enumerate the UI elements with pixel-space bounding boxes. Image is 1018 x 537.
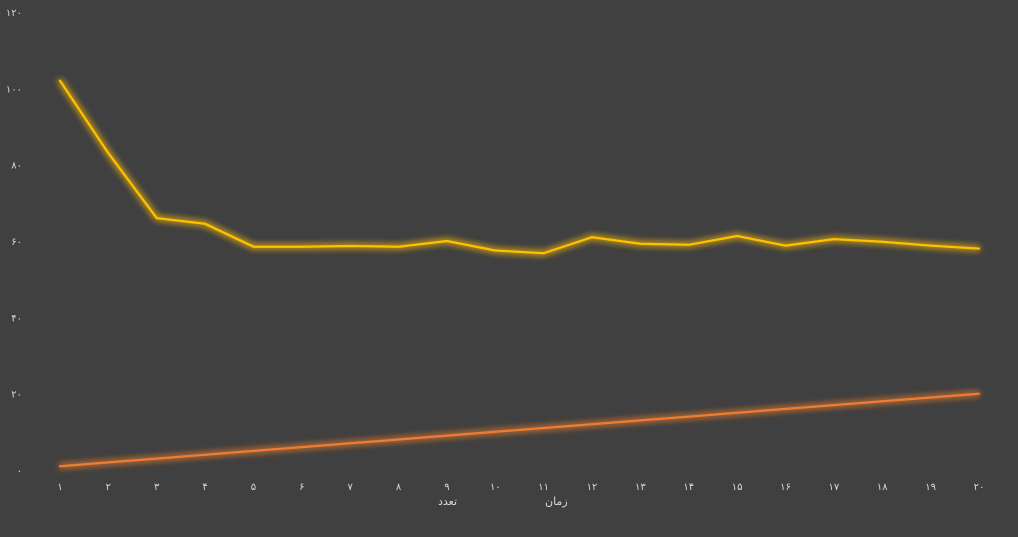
y-tick-label: ۱۰۰ — [6, 84, 22, 95]
x-tick-label: ۵ — [251, 482, 256, 493]
x-tick-label: ۱۷ — [829, 482, 840, 493]
y-tick-label: ۸۰ — [11, 161, 22, 172]
series-layer — [58, 79, 981, 468]
y-tick-label: ۴۰ — [11, 313, 22, 324]
x-tick-label: ۱۶ — [780, 482, 791, 493]
y-tick-label: ۶۰ — [11, 237, 22, 248]
x-tick-label: ۱ — [57, 482, 62, 493]
x-tick-label: ۱۹ — [925, 482, 936, 493]
x-tick-label: ۱۰ — [490, 482, 501, 493]
x-tick-label: ۲ — [106, 482, 111, 493]
legend-label: تعدد — [438, 495, 457, 508]
x-tick-label: ۱۳ — [635, 482, 646, 493]
y-tick-label: ۰ — [17, 466, 22, 477]
x-tick-label: ۳ — [154, 482, 160, 493]
x-tick-label: ۱۲ — [587, 482, 598, 493]
x-tick-label: ۱۱ — [538, 482, 549, 493]
x-tick-label: ۸ — [396, 482, 402, 493]
series-line-1 — [58, 392, 981, 468]
x-tick-label: ۹ — [444, 482, 449, 493]
x-tick-label: ۱۵ — [732, 482, 743, 493]
x-tick-label: ۷ — [348, 482, 354, 493]
legend-label: زمان — [545, 495, 568, 508]
y-axis: ۰ ۲۰ ۴۰ ۶۰ ۸۰ ۱۰۰ ۱۲۰ — [6, 8, 22, 477]
series-line-2 — [58, 79, 981, 255]
x-tick-label: ۱۸ — [877, 482, 888, 493]
x-tick-label: ۶ — [299, 482, 304, 493]
x-axis: ۱ ۲ ۳ ۴ ۵ ۶ ۷ ۸ ۹ ۱۰ ۱۱ ۱۲ ۱۳ ۱۴ ۱۵ ۱۶ ۱۷ ۱۸ ۱۹ ۲۰ — [57, 482, 984, 493]
y-tick-label: ۱۲۰ — [6, 8, 22, 19]
x-tick-label: ۲۰ — [974, 482, 985, 493]
y-tick-label: ۲۰ — [11, 390, 22, 401]
legend-item: تعدد — [410, 495, 457, 508]
x-tick-label: ۴ — [202, 482, 207, 493]
legend: تعدد زمان — [410, 495, 568, 508]
legend-item: زمان — [517, 495, 568, 508]
x-tick-label: ۱۴ — [683, 482, 694, 493]
